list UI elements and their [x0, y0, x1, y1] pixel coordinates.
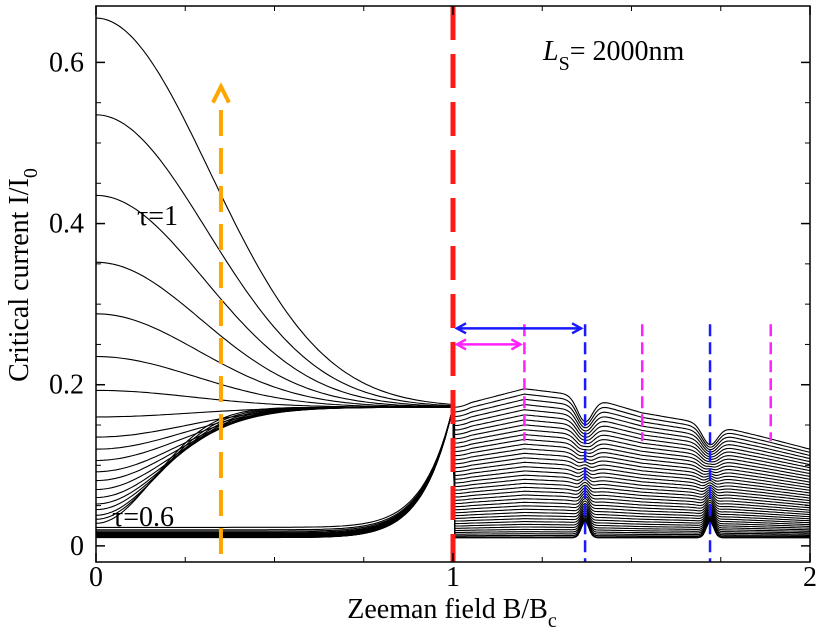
critical-current-curve [95, 194, 811, 457]
ls-symbol: L [542, 36, 559, 67]
critical-current-curve [96, 407, 811, 534]
x-axis-label: Zeeman field B/Bc [347, 594, 557, 632]
x-tick-label: 0 [89, 562, 103, 593]
plot-frame [95, 5, 811, 563]
critical-current-curve [95, 261, 811, 460]
x-axis-label-sub: c [548, 610, 557, 632]
x-tick-label: 1 [446, 562, 460, 593]
tick-group: 0 1 2 0 0.2 0.4 0.6 [49, 6, 817, 593]
orange-arrow-head [211, 82, 231, 104]
x-axis-label-main: Zeeman field B/B [347, 594, 548, 625]
y-tick-label: 0 [70, 531, 84, 562]
y-tick-label: 0.4 [49, 209, 84, 240]
y-axis-label-sub: 0 [20, 168, 42, 178]
critical-current-curve [95, 406, 811, 524]
critical-current-curve [95, 355, 811, 466]
ls-value: = 2000nm [570, 36, 685, 67]
critical-current-curve [96, 407, 811, 532]
critical-current-curve [96, 407, 811, 531]
critical-current-curve [95, 114, 811, 453]
critical-current-curve [96, 407, 811, 528]
ls-annotation: LS= 2000nm [542, 36, 684, 75]
curve-group [95, 17, 811, 539]
critical-current-curve [95, 313, 811, 463]
magenta-double-arrow-head-left [454, 338, 467, 351]
marker-group [211, 6, 772, 562]
y-tick-label: 0.6 [49, 47, 84, 78]
y-axis-label-main: Critical current I/I [4, 178, 35, 382]
magenta-double-arrow-head-right [510, 338, 523, 351]
critical-current-curve [95, 406, 811, 505]
critical-current-curve [96, 407, 811, 535]
tau-low-label: τ=0.6 [112, 502, 174, 533]
ls-subscript: S [559, 53, 570, 75]
tau-high-label: τ=1 [137, 201, 178, 232]
critical-current-curve [95, 406, 811, 491]
critical-current-curve [96, 407, 810, 539]
blue-double-arrow-head-left [454, 322, 467, 335]
critical-current-curve [96, 389, 811, 469]
x-tick-label: 2 [803, 562, 817, 593]
y-axis-label: Critical current I/I0 [4, 168, 42, 382]
blue-double-arrow-head-right [571, 322, 584, 335]
y-tick-label: 0.2 [49, 370, 84, 401]
critical-current-curve [96, 407, 811, 533]
critical-current-curve [95, 17, 811, 450]
